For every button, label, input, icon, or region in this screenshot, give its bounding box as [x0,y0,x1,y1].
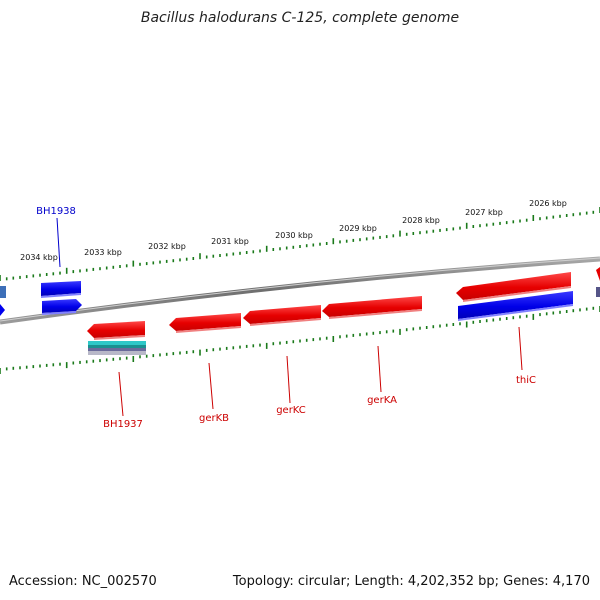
gene-arrow-bh1938[interactable] [41,281,81,296]
gene-arrow-reverse-3[interactable] [458,291,573,319]
outer-tick-ruler [0,207,600,281]
topology-summary: Topology: circular; Length: 4,202,352 bp… [232,574,590,589]
reverse-genes [0,281,600,321]
gene-label-gerkb[interactable]: gerKB [199,413,229,424]
ruler-label-2034: 2034 kbp [20,253,58,262]
forward-genes [87,267,600,340]
ruler-label-2031: 2031 kbp [211,237,249,246]
accession-text: Accession: NC_002570 [9,574,157,589]
feature-stack-bh1937 [88,341,146,355]
ruler-label-2026: 2026 kbp [529,199,567,208]
ruler-labels: 2034 kbp 2033 kbp 2032 kbp 2031 kbp 2030… [20,199,567,262]
ruler-label-2033: 2033 kbp [84,248,122,257]
inner-tick-ruler [0,306,600,374]
gene-label-bh1937[interactable]: BH1937 [103,419,143,430]
gene-arrow-reverse-2[interactable] [42,299,82,313]
gene-arrow-gerkb[interactable] [169,313,241,331]
ruler-label-2028: 2028 kbp [402,216,440,225]
gene-arrow-gerkc[interactable] [243,305,321,324]
ruler-label-2032: 2032 kbp [148,242,186,251]
gene-label-thic[interactable]: thiC [516,375,536,386]
gene-arrow-bh1937[interactable] [87,321,145,338]
gene-label-gerkc[interactable]: gerKC [276,405,306,416]
ruler-label-2029: 2029 kbp [339,224,377,233]
ruler-label-2030: 2030 kbp [275,231,313,240]
gene-arrow-thic[interactable] [456,272,571,300]
ruler-label-2027: 2027 kbp [465,208,503,217]
gene-arrow-gerka[interactable] [322,296,422,317]
gene-label-bh1938[interactable]: BH1938 [36,206,76,217]
gene-label-gerka[interactable]: gerKA [367,395,397,406]
map-title: Bacillus halodurans C-125, complete geno… [140,10,460,26]
genome-backbone [0,256,600,325]
leader-lines [56,217,523,417]
